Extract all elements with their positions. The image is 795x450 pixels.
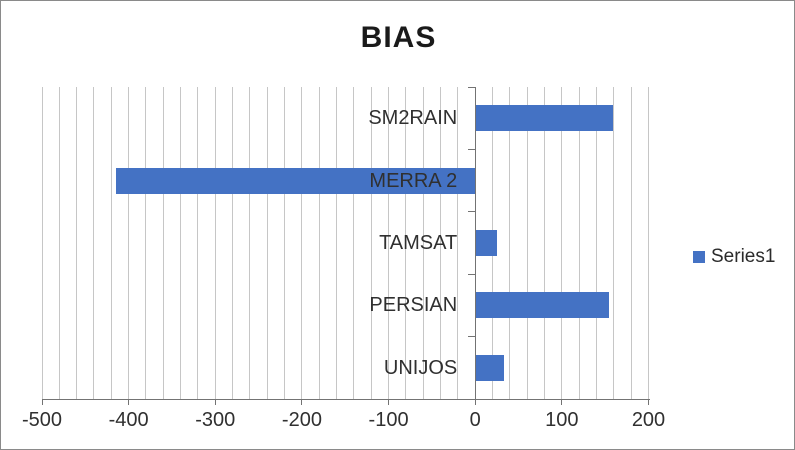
category-label-unijos: UNIJOS (383, 356, 458, 379)
bar-persian[interactable] (475, 292, 610, 319)
category-axis-tick (467, 336, 475, 338)
x-axis-major-tick (214, 399, 216, 405)
x-tick-label: -100 (368, 409, 409, 431)
minor-gridline (561, 87, 563, 399)
x-tick-label: 200 (631, 409, 666, 431)
minor-gridline (353, 87, 355, 399)
minor-gridline (578, 87, 580, 399)
minor-gridline (180, 87, 182, 399)
minor-gridline (41, 87, 43, 399)
minor-gridline (457, 87, 459, 399)
x-axis-major-tick (388, 399, 390, 405)
minor-gridline (613, 87, 615, 399)
minor-gridline (405, 87, 407, 399)
minor-gridline (440, 87, 442, 399)
minor-gridline (249, 87, 251, 399)
minor-gridline (630, 87, 632, 399)
minor-gridline (128, 87, 130, 399)
category-axis-tick (467, 273, 475, 275)
x-tick-label: -500 (21, 409, 63, 431)
bar-sm2rain[interactable] (475, 105, 613, 132)
x-tick-label: 0 (469, 409, 481, 431)
category-label-persian: PERSIAN (369, 294, 458, 317)
minor-gridline (509, 87, 511, 399)
minor-gridline (93, 87, 95, 399)
category-label-tamsat: TAMSAT (379, 232, 458, 254)
bar-merra-2[interactable] (115, 167, 476, 194)
minor-gridline (214, 87, 216, 399)
x-tick-label: -400 (108, 409, 149, 431)
x-tick-label: 100 (545, 409, 579, 431)
chart-title[interactable]: BIAS (360, 21, 437, 54)
category-axis-tick (467, 148, 475, 150)
minor-gridline (596, 87, 597, 399)
minor-gridline (370, 87, 372, 399)
category-axis-tick (467, 211, 475, 213)
legend-series-label: Series1 (711, 246, 776, 267)
minor-gridline (266, 87, 268, 399)
x-axis-major-tick (474, 399, 476, 405)
x-axis-major-tick (648, 399, 649, 405)
bar-unijos[interactable] (475, 354, 504, 381)
minor-gridline (58, 87, 60, 399)
minor-gridline (318, 87, 320, 399)
x-axis-line (42, 399, 650, 400)
x-axis-major-tick (41, 399, 43, 405)
category-axis-tick (467, 86, 475, 88)
bar-tamsat[interactable] (475, 230, 497, 256)
legend-series-swatch (693, 251, 705, 263)
minor-gridline (388, 87, 390, 399)
minor-gridline (145, 87, 147, 399)
minor-gridline (284, 87, 286, 399)
minor-gridline (544, 87, 546, 399)
legend[interactable]: Series1 (693, 245, 775, 269)
minor-gridline (422, 87, 424, 399)
x-axis-major-tick (561, 399, 563, 405)
category-label-merra-2: MERRA 2 (369, 169, 458, 192)
minor-gridline (336, 87, 338, 399)
minor-gridline (526, 87, 528, 399)
x-tick-label: -300 (195, 409, 236, 431)
x-tick-label: -200 (281, 409, 322, 431)
category-axis-tick (467, 398, 475, 400)
minor-gridline (232, 87, 234, 399)
minor-gridline (76, 87, 78, 399)
minor-gridline (301, 87, 303, 399)
category-label-sm2rain: SM2RAIN (368, 107, 458, 130)
minor-gridline (648, 87, 649, 399)
x-axis-major-tick (301, 399, 303, 405)
category-axis-line (474, 87, 476, 399)
minor-gridline (162, 87, 164, 399)
minor-gridline (197, 87, 199, 399)
x-axis-major-tick (128, 399, 130, 405)
minor-gridline (110, 87, 112, 399)
